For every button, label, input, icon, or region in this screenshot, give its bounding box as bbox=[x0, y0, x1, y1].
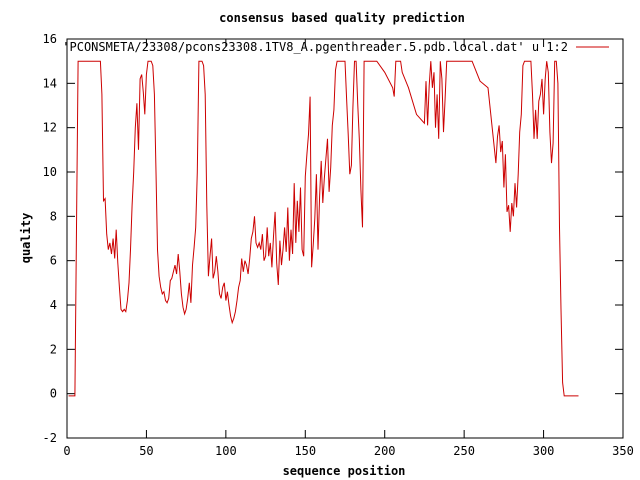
y-tick-label: 4 bbox=[50, 298, 57, 312]
y-tick-label: 16 bbox=[43, 32, 57, 46]
x-tick-label: 0 bbox=[63, 444, 70, 458]
y-tick-label: 12 bbox=[43, 121, 57, 135]
series-line bbox=[68, 60, 579, 397]
x-tick-label: 200 bbox=[374, 444, 396, 458]
y-tick-label: 8 bbox=[50, 209, 57, 223]
y-tick-label: 6 bbox=[50, 254, 57, 268]
legend: 'PCONSMETA/23308/pcons23308.1TV8_A.pgent… bbox=[62, 40, 609, 54]
legend-label: 'PCONSMETA/23308/pcons23308.1TV8_A.pgent… bbox=[62, 40, 568, 54]
x-axis: 0 50 100 150 200 250 300 350 bbox=[63, 39, 634, 458]
y-tick-label: 0 bbox=[50, 387, 57, 401]
series-layer bbox=[68, 60, 579, 397]
y-axis-label: quality bbox=[19, 213, 33, 264]
x-tick-label: 350 bbox=[612, 444, 634, 458]
plot-border bbox=[66, 38, 624, 439]
y-axis: -2 0 2 4 6 8 10 12 14 16 bbox=[43, 32, 623, 445]
y-tick-label: 2 bbox=[50, 342, 57, 356]
x-tick-label: 100 bbox=[215, 444, 237, 458]
y-tick-label: -2 bbox=[43, 431, 57, 445]
y-tick-label: 10 bbox=[43, 165, 57, 179]
x-tick-label: 150 bbox=[294, 444, 316, 458]
x-tick-label: 300 bbox=[533, 444, 555, 458]
x-tick-label: 50 bbox=[139, 444, 153, 458]
x-tick-label: 250 bbox=[453, 444, 475, 458]
x-axis-label: sequence position bbox=[283, 464, 406, 478]
y-tick-label: 14 bbox=[43, 76, 57, 90]
plot-frame bbox=[66, 38, 624, 439]
chart-title: consensus based quality prediction bbox=[219, 11, 465, 25]
